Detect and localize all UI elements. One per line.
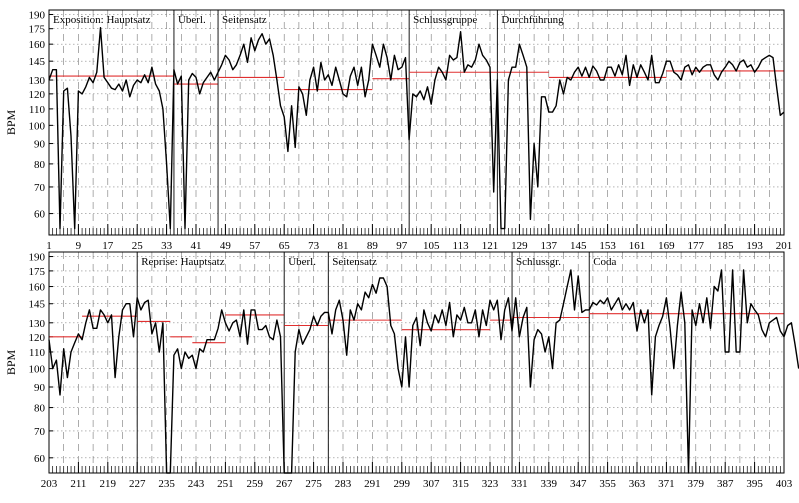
y-tick-label: 130 (29, 75, 46, 87)
x-tick-label: 137 (541, 240, 558, 252)
section-label: Durchführung (501, 14, 564, 26)
x-tick-label: 395 (746, 478, 763, 490)
x-tick-label: 267 (276, 478, 293, 490)
x-tick-label: 201 (776, 240, 793, 252)
x-tick-label: 185 (717, 240, 734, 252)
section-label: Seitensatz (222, 14, 267, 26)
x-tick-label: 363 (629, 478, 646, 490)
x-tick-label: 49 (220, 240, 232, 252)
x-tick-label: 193 (746, 240, 763, 252)
y-tick-label: 145 (29, 56, 46, 68)
y-tick-label: 100 (29, 120, 46, 132)
x-tick-label: 203 (41, 478, 58, 490)
x-tick-label: 259 (247, 478, 264, 490)
section-label: Schlussgruppe (413, 14, 477, 26)
x-tick-label: 323 (482, 478, 499, 490)
x-tick-label: 379 (688, 478, 705, 490)
y-tick-label: 130 (29, 318, 46, 330)
section-label: Exposition: Hauptsatz (53, 14, 151, 26)
y-tick-label: 70 (34, 426, 46, 438)
y-tick-label: 120 (29, 332, 46, 344)
x-tick-label: 129 (511, 240, 528, 252)
x-tick-label: 387 (717, 478, 734, 490)
x-tick-label: 161 (629, 240, 646, 252)
x-tick-label: 57 (249, 240, 261, 252)
x-tick-label: 339 (541, 478, 558, 490)
x-tick-label: 177 (688, 240, 705, 252)
y-tick-label: 80 (34, 159, 46, 171)
x-tick-label: 25 (132, 240, 144, 252)
x-tick-label: 227 (129, 478, 146, 490)
y-tick-label: 190 (29, 252, 46, 264)
x-tick-label: 145 (570, 240, 587, 252)
y-tick-label: 160 (29, 39, 46, 51)
chart-panel-exposition: 60 70 80 90 100 110 120 130 145 160 175 190 1 9 17 25 33… (4, 9, 792, 252)
x-tick-label: 251 (217, 478, 234, 490)
y-tick-label: 60 (34, 209, 46, 221)
plot-frame (48, 251, 785, 474)
chart-panel-reprise: 60 70 80 90 100 110 120 130 145 160 175 190 203 211 21… (4, 251, 799, 490)
y-tick-label: 120 (29, 89, 46, 101)
x-tick-label: 33 (161, 240, 173, 252)
x-tick-label: 9 (76, 240, 82, 252)
x-tick-label: 219 (100, 478, 117, 490)
y-tick-label: 90 (34, 139, 46, 151)
x-tick-label: 1 (46, 240, 52, 252)
x-tick-label: 211 (70, 478, 86, 490)
x-tick-label: 403 (776, 478, 793, 490)
section-label: Schlussgr. (516, 256, 561, 268)
x-tick-label: 73 (308, 240, 320, 252)
y-tick-label: 60 (34, 453, 46, 465)
x-tick-label: 307 (423, 478, 440, 490)
x-tick-label: 89 (367, 240, 379, 252)
y-axis-label: BPM (4, 350, 18, 376)
x-tick-label: 121 (482, 240, 499, 252)
x-tick-label: 299 (394, 478, 411, 490)
x-tick-label: 17 (102, 240, 114, 252)
y-tick-label: 90 (34, 382, 46, 394)
tempo-series-line (48, 269, 799, 474)
y-tick-label: 190 (29, 9, 46, 21)
x-tick-label: 275 (305, 478, 322, 490)
x-tick-label: 283 (335, 478, 352, 490)
section-label: Überl. (288, 256, 316, 268)
y-tick-label: 145 (29, 299, 46, 311)
x-tick-label: 331 (511, 478, 528, 490)
y-tick-label: 80 (34, 403, 46, 415)
x-tick-label: 347 (570, 478, 587, 490)
section-label: Seitensatz (332, 256, 377, 268)
y-tick-label: 110 (29, 347, 46, 359)
x-tick-label: 113 (453, 240, 470, 252)
x-tick-label: 81 (338, 240, 349, 252)
x-tick-label: 169 (658, 240, 675, 252)
x-tick-label: 153 (599, 240, 616, 252)
y-tick-label: 175 (29, 24, 46, 36)
section-label: Überl. (178, 14, 206, 26)
x-tick-label: 105 (423, 240, 440, 252)
y-tick-label: 100 (29, 364, 46, 376)
x-tick-label: 355 (599, 478, 616, 490)
y-tick-label: 70 (34, 182, 46, 194)
x-tick-label: 291 (364, 478, 381, 490)
x-tick-label: 41 (191, 240, 202, 252)
x-tick-label: 65 (279, 240, 291, 252)
y-axis-label: BPM (4, 110, 18, 136)
x-tick-label: 243 (188, 478, 205, 490)
x-tick-label: 315 (452, 478, 469, 490)
plot-frame (48, 9, 785, 236)
x-tick-label: 371 (658, 478, 675, 490)
y-tick-label: 175 (29, 266, 46, 278)
section-label: Reprise: Hauptsatz (141, 256, 225, 268)
x-tick-label: 97 (396, 240, 408, 252)
x-tick-label: 235 (158, 478, 175, 490)
y-tick-label: 160 (29, 282, 46, 294)
y-tick-label: 110 (29, 104, 46, 116)
tempo-series-line (48, 27, 785, 230)
section-label: Coda (593, 256, 616, 268)
